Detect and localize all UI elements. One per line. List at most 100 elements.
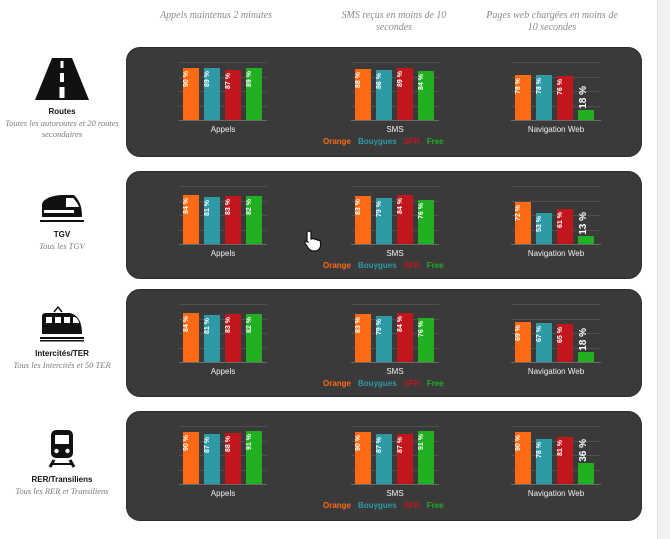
bar-free: 91 % (418, 431, 434, 484)
bar-free: 91 % (246, 431, 262, 484)
bar-group-sms: 83 % 79 % 84 % 76 % SMS (351, 186, 439, 266)
gridline (179, 201, 267, 202)
bar-value-label: 87 % (397, 437, 404, 453)
gridline (179, 62, 267, 63)
bar-bouygues: 87 % (204, 434, 220, 484)
bar-free: 82 % (246, 196, 262, 244)
group-label-web: Navigation Web (527, 489, 585, 498)
baseline (511, 362, 601, 363)
bar-sfr: 61 % (557, 209, 573, 244)
header-web: Pages web chargées en moins de 10 second… (486, 10, 618, 33)
legend-free: Free (426, 261, 444, 270)
baseline (179, 244, 267, 245)
row-subtitle: Toutes les autoroutes et 20 routes secon… (5, 118, 119, 139)
group-label-web: Navigation Web (527, 367, 585, 376)
bar-value-label: 87 % (376, 437, 383, 453)
gridline (179, 455, 267, 456)
rer-train-icon (0, 428, 124, 473)
baseline (351, 120, 439, 121)
gridline (351, 319, 439, 320)
bar-group-web: 78 % 78 % 76 % 18 % Navigation Web (511, 62, 601, 142)
row-subtitle: Tous les RER et Transiliens (15, 486, 109, 496)
gridline (351, 455, 439, 456)
bar-value-label: 83 % (355, 317, 362, 333)
bar-value-label: 78 % (536, 78, 543, 94)
bar-value-label: 81 % (204, 200, 211, 216)
bar-value-label: 76 % (418, 321, 425, 337)
legend-sfr: SFR (403, 379, 420, 388)
legend-orange: Orange (323, 501, 352, 510)
legend-orange: Orange (323, 379, 352, 388)
gridline (511, 470, 601, 471)
bar-value-label: 90 % (515, 435, 522, 451)
legend-free: Free (426, 137, 444, 146)
bar-sfr: 84 % (397, 195, 413, 244)
bar-orange: 90 % (515, 432, 531, 484)
bar-value-label: 84 % (183, 198, 190, 214)
bar-value-label: 18 % (578, 86, 589, 109)
gridline (179, 348, 267, 349)
gridline (351, 106, 439, 107)
row-name: Intercités/TER (35, 349, 89, 358)
bar-value-label: 82 % (246, 317, 253, 333)
regional-train-icon (0, 305, 124, 347)
gridline (179, 215, 267, 216)
bar-value-label: 86 % (376, 73, 383, 89)
bar-sfr: 88 % (225, 433, 241, 484)
gridline (511, 77, 601, 78)
bar-free (578, 110, 594, 120)
bar-value-label: 90 % (355, 435, 362, 451)
legend: Orange Bouygues SFR Free (323, 137, 451, 146)
bar-orange: 78 % (515, 75, 531, 120)
page-scrollbar[interactable] (657, 0, 670, 539)
row-label-2: Intercités/TER Tous les Intercités et 50 … (0, 305, 124, 371)
row-subtitle: Tous les TGV (39, 241, 85, 251)
gridline (511, 333, 601, 334)
gridline (351, 230, 439, 231)
gridline (511, 319, 601, 320)
group-label-web: Navigation Web (527, 249, 585, 258)
gridline (511, 62, 601, 63)
gridline (351, 441, 439, 442)
bar-sfr: 83 % (225, 196, 241, 244)
legend-free: Free (426, 501, 444, 510)
gridline (351, 333, 439, 334)
bar-group-web: 72 % 53 % 61 % 13 % Navigation Web (511, 186, 601, 266)
bar-value-label: 82 % (246, 199, 253, 215)
gridline (179, 91, 267, 92)
row-label-3: RER/Transiliens Tous les RER et Transilie… (0, 428, 124, 497)
legend: Orange Bouygues SFR Free (323, 379, 451, 388)
gridline (351, 77, 439, 78)
bar-bouygues: 86 % (376, 70, 392, 120)
bar-bouygues: 87 % (376, 434, 392, 484)
bar-bouygues: 67 % (536, 323, 552, 362)
bar-bouygues: 79 % (376, 198, 392, 244)
bar-value-label: 79 % (376, 201, 383, 217)
bar-orange: 90 % (183, 432, 199, 484)
gridline (511, 186, 601, 187)
road-icon (0, 58, 124, 105)
bar-orange: 83 % (355, 196, 371, 244)
gridline (179, 304, 267, 305)
bar-value-label: 65 % (557, 327, 564, 343)
gridline (511, 348, 601, 349)
hand-cursor-icon (304, 230, 322, 252)
gridline (511, 201, 601, 202)
tgv-train-icon (0, 193, 124, 228)
gridline (511, 106, 601, 107)
bar-orange: 72 % (515, 202, 531, 244)
baseline (179, 362, 267, 363)
baseline (179, 484, 267, 485)
baseline (511, 484, 601, 485)
bar-value-label: 88 % (225, 436, 232, 452)
chart-panel-2: 84 % 81 % 83 % 82 % Appels 83 % 79 % 84 % 76 % SM… (126, 289, 642, 397)
bar-orange: 69 % (515, 322, 531, 362)
bar-bouygues: 81 % (204, 197, 220, 244)
bar-free (578, 236, 594, 244)
bar-bouygues: 79 % (376, 316, 392, 362)
baseline (179, 120, 267, 121)
baseline (351, 362, 439, 363)
group-label-calls: Appels (210, 249, 236, 258)
row-subtitle: Tous les Intercités et 50 TER (13, 360, 111, 370)
legend-bouygues: Bouygues (358, 379, 397, 388)
